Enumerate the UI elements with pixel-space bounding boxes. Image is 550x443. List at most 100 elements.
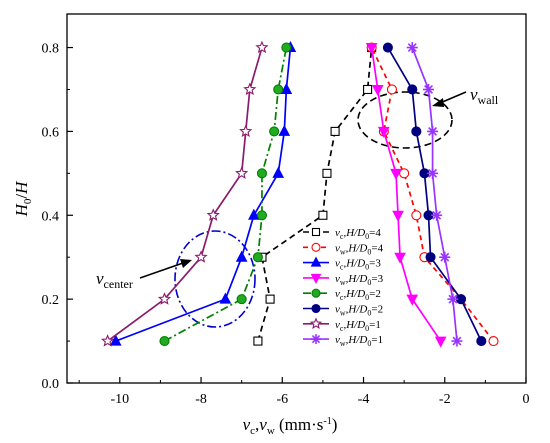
- svg-text:vwall: vwall: [470, 85, 499, 107]
- y-tick-label: 0.8: [42, 42, 60, 57]
- legend-swatch-marker: [311, 227, 321, 237]
- legend-label: vc,H/D0=2: [335, 288, 381, 302]
- series-line-3: [370, 47, 442, 342]
- data-point: [248, 208, 260, 220]
- legend-label: vc,H/D0=4: [335, 227, 381, 241]
- data-point: [411, 210, 422, 221]
- data-point: [253, 336, 263, 346]
- x-tick-label: -2: [439, 392, 451, 407]
- data-point: [235, 166, 249, 179]
- data-point: [476, 336, 487, 347]
- svg-text:vcenter: vcenter: [96, 269, 133, 291]
- y-tick-label: 0.6: [42, 125, 60, 140]
- data-point: [239, 124, 253, 138]
- series-5: [382, 42, 487, 347]
- plot-frame: [66, 13, 527, 384]
- data-point-stroke: [407, 43, 417, 53]
- wall-arrowhead: [432, 98, 444, 107]
- data-point: [256, 210, 268, 221]
- y-tick-label: 0.2: [42, 293, 60, 308]
- legend: vc,H/D0=4vw,H/D0=4vc,H/D0=3vw,H/D0=3vc,H…: [303, 227, 384, 348]
- legend-entry: vw,H/D0=1: [303, 334, 383, 348]
- data-point: [243, 82, 257, 96]
- legend-swatch-marker: [311, 334, 321, 345]
- data-point-stroke: [440, 252, 450, 262]
- wall-label-sub: wall: [478, 93, 499, 107]
- data-point: [451, 335, 463, 347]
- series-line-4: [164, 47, 288, 342]
- data-point: [363, 84, 373, 95]
- series-line-1: [370, 47, 495, 342]
- data-point: [235, 250, 248, 262]
- legend-swatch-marker: [311, 242, 321, 252]
- data-point: [425, 252, 436, 263]
- data-point: [273, 84, 284, 95]
- center-ellipse: [174, 230, 256, 328]
- center-annotation: vcenter: [96, 230, 256, 328]
- legend-entry: vc,H/D0=2: [303, 288, 381, 302]
- x-tick-label: -4: [358, 392, 370, 407]
- data-point: [423, 83, 435, 95]
- data-point: [488, 336, 499, 347]
- series-line-5: [387, 47, 483, 342]
- data-point: [280, 82, 293, 94]
- x-tick-label: -10: [110, 392, 129, 407]
- series-line-7: [411, 47, 458, 342]
- legend-label: vw,H/D0=1: [335, 334, 383, 348]
- data-point: [382, 42, 393, 53]
- data-point: [365, 43, 378, 55]
- wall-label: v: [470, 85, 478, 104]
- y-tick-label: 0.0: [42, 377, 60, 392]
- y-tick-label: 0.4: [42, 209, 60, 224]
- data-point-stroke: [428, 126, 438, 136]
- data-point: [219, 292, 232, 304]
- data-point: [206, 208, 220, 221]
- data-point-stroke: [432, 210, 442, 220]
- legend-swatch-marker-stroke: [311, 334, 321, 344]
- center-arrow: [139, 262, 184, 279]
- data-point: [269, 126, 280, 137]
- data-point: [109, 334, 122, 346]
- data-point-stroke: [448, 294, 458, 304]
- data-point: [447, 293, 459, 305]
- data-point: [434, 336, 447, 348]
- series-7: [406, 42, 463, 347]
- data-point: [255, 40, 269, 54]
- data-point: [371, 84, 384, 97]
- legend-swatch-marker: [311, 303, 321, 314]
- data-point: [406, 294, 419, 306]
- data-point: [411, 126, 422, 137]
- series-2: [109, 40, 297, 346]
- series-line-0: [257, 47, 373, 342]
- legend-swatch-marker: [309, 317, 323, 330]
- legend-label: vc,H/D0=1: [335, 319, 381, 333]
- data-point: [322, 168, 332, 178]
- x-tick-label: -8: [195, 392, 207, 407]
- legend-swatch-marker: [310, 256, 322, 267]
- data-point: [159, 336, 170, 347]
- data-point: [272, 166, 285, 178]
- data-point: [406, 42, 418, 54]
- data-point: [157, 292, 172, 305]
- data-point: [278, 124, 291, 136]
- x-tick-label: -6: [276, 392, 288, 407]
- series-0: [253, 42, 377, 346]
- legend-swatch-marker: [311, 288, 321, 298]
- legend-entry: vc,H/D0=3: [303, 256, 381, 272]
- data-point: [427, 125, 439, 137]
- data-point: [252, 252, 263, 263]
- y-axis-title: H0/H: [12, 180, 34, 218]
- x-tick-label: 0: [523, 392, 530, 407]
- data-point: [399, 168, 410, 179]
- data-point: [386, 84, 398, 95]
- center-label: v: [96, 269, 104, 288]
- data-point: [194, 250, 208, 263]
- series-1: [366, 42, 499, 347]
- series-4: [159, 42, 292, 347]
- data-point: [281, 42, 292, 53]
- data-point: [101, 334, 115, 347]
- legend-entry: vc,H/D0=4: [303, 227, 381, 241]
- data-point: [236, 294, 247, 305]
- axis-ticks: -10 -8 -6 -4 -2 0 0.0 0.2 0.4 0.6 0.8: [42, 42, 530, 407]
- wall-annotation: vwall: [357, 85, 499, 149]
